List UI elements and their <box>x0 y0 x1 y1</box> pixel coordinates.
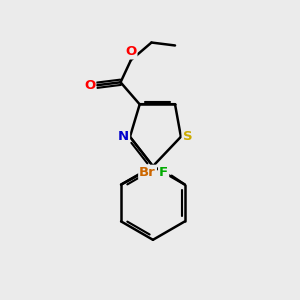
Text: F: F <box>159 166 168 179</box>
Text: O: O <box>84 79 95 92</box>
Text: Br: Br <box>139 166 156 179</box>
Text: O: O <box>125 45 136 58</box>
Text: S: S <box>183 130 192 143</box>
Text: N: N <box>118 130 129 143</box>
